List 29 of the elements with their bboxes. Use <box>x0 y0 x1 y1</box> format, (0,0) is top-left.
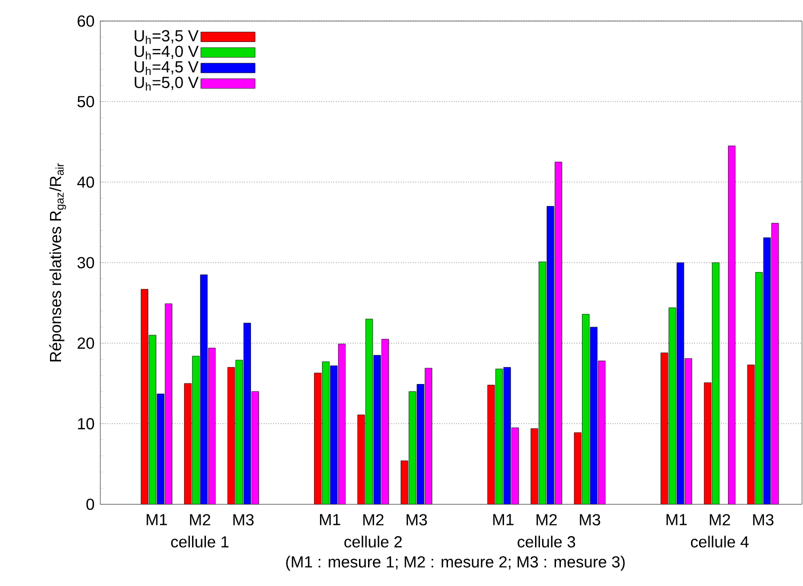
x-tick-label: M2 <box>536 514 557 526</box>
legend-label: U$_{h}$=5,0 V <box>134 76 199 90</box>
y-tick-label: 30 <box>77 256 94 268</box>
text: cellule 1 <box>171 536 228 548</box>
x-tick-label: M2 <box>363 514 384 526</box>
text: cellule 2 <box>344 536 402 548</box>
x-tick-label: M1 <box>666 514 687 525</box>
x-tick-label: M2 <box>190 514 210 526</box>
y-tick-label: 10 <box>78 418 94 430</box>
x-tick-label: M2 <box>710 514 730 526</box>
text: cellule 4 <box>690 536 749 548</box>
x-tick-label: M1 <box>146 514 167 525</box>
text: (M1 : mesure 1; M2 : mesure 2; M3 : mesure 3) <box>286 556 625 571</box>
x-tick-label: M3 <box>753 514 774 526</box>
text: cellule 3 <box>518 536 576 548</box>
x-tick-label: M1 <box>493 514 514 525</box>
y-tick-label: 40 <box>77 176 94 188</box>
y-tick-label: 0 <box>86 498 94 510</box>
y-tick-label: 20 <box>78 337 94 349</box>
y-tick-label: 50 <box>78 96 94 108</box>
x-tick-label: M3 <box>580 514 600 526</box>
x-tick-label: M1 <box>320 514 340 525</box>
legend-label: U$_{h}$=4,5 V <box>134 61 199 75</box>
y-tick-label: 60 <box>78 15 94 27</box>
legend-label: U$_{h}$=3,5 V <box>134 30 199 44</box>
x-tick-label: M3 <box>406 514 427 526</box>
legend-label: U$_{h}$=4,0 V <box>134 45 199 60</box>
y-axis-title: Réponses relatives R$_{gaz}$/R$_{air}$ <box>49 163 66 362</box>
x-tick-label: M3 <box>233 514 254 526</box>
